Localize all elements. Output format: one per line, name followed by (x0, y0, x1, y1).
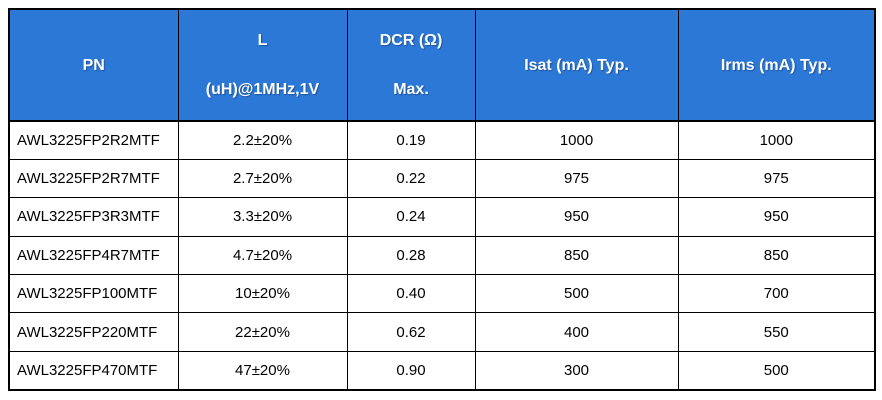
cell-irms: 1000 (677, 120, 876, 160)
table-row: AWL3225FP2R7MTF 2.7±20% 0.22 975 975 (8, 158, 876, 199)
col-header-irms-stack: Irms (mA) Typ. (679, 56, 874, 75)
cell-pn: AWL3225FP2R7MTF (8, 158, 179, 199)
cell-pn: AWL3225FP220MTF (8, 312, 179, 352)
cell-isat: 950 (474, 197, 679, 237)
cell-dcr: 0.90 (346, 350, 476, 391)
cell-dcr: 0.28 (346, 235, 476, 276)
col-header-line: (uH)@1MHz,1V (205, 81, 320, 98)
col-header-line: Max. (393, 81, 429, 98)
cell-irms: 850 (677, 235, 876, 276)
header-row: PN L (uH)@1MHz,1V DCR (Ω) Max. (8, 8, 876, 122)
table-row: AWL3225FP100MTF 10±20% 0.40 500 700 (8, 274, 876, 314)
cell-inductance: 22±20% (177, 312, 348, 352)
cell-irms: 550 (677, 312, 876, 352)
cell-irms: 500 (677, 350, 876, 391)
cell-irms: 950 (677, 197, 876, 237)
table-row: AWL3225FP3R3MTF 3.3±20% 0.24 950 950 (8, 197, 876, 237)
col-header-line: DCR (Ω) (379, 32, 443, 49)
col-header-isat: Isat (mA) Typ. (474, 8, 679, 122)
cell-inductance: 2.2±20% (177, 120, 348, 160)
col-header-isat-stack: Isat (mA) Typ. (476, 56, 677, 75)
col-header-pn-stack: PN (10, 56, 177, 75)
cell-isat: 1000 (474, 120, 679, 160)
cell-isat: 400 (474, 312, 679, 352)
cell-pn: AWL3225FP4R7MTF (8, 235, 179, 276)
inductor-spec-table: PN L (uH)@1MHz,1V DCR (Ω) Max. (8, 8, 876, 391)
cell-dcr: 0.24 (346, 197, 476, 237)
table-row: AWL3225FP470MTF 47±20% 0.90 300 500 (8, 350, 876, 391)
cell-inductance: 2.7±20% (177, 158, 348, 199)
cell-inductance: 3.3±20% (177, 197, 348, 237)
cell-isat: 975 (474, 158, 679, 199)
cell-irms: 700 (677, 274, 876, 314)
table-row: AWL3225FP4R7MTF 4.7±20% 0.28 850 850 (8, 235, 876, 276)
col-header-dcr-stack: DCR (Ω) Max. (348, 31, 474, 99)
col-header-pn: PN (8, 8, 179, 122)
col-header-irms: Irms (mA) Typ. (677, 8, 876, 122)
cell-irms: 975 (677, 158, 876, 199)
cell-inductance: 47±20% (177, 350, 348, 391)
cell-pn: AWL3225FP470MTF (8, 350, 179, 391)
cell-dcr: 0.22 (346, 158, 476, 199)
cell-inductance: 10±20% (177, 274, 348, 314)
cell-dcr: 0.40 (346, 274, 476, 314)
cell-pn: AWL3225FP100MTF (8, 274, 179, 314)
col-header-line: Irms (mA) Typ. (720, 56, 832, 74)
col-header-line: PN (82, 56, 105, 74)
cell-dcr: 0.19 (346, 120, 476, 160)
col-header-inductance-stack: L (uH)@1MHz,1V (179, 31, 346, 99)
table-row: AWL3225FP2R2MTF 2.2±20% 0.19 1000 1000 (8, 120, 876, 160)
col-header-line: Isat (mA) Typ. (524, 56, 629, 74)
cell-pn: AWL3225FP2R2MTF (8, 120, 179, 160)
cell-inductance: 4.7±20% (177, 235, 348, 276)
col-header-line: L (257, 32, 268, 49)
col-header-dcr: DCR (Ω) Max. (346, 8, 476, 122)
cell-isat: 850 (474, 235, 679, 276)
cell-isat: 500 (474, 274, 679, 314)
cell-dcr: 0.62 (346, 312, 476, 352)
cell-pn: AWL3225FP3R3MTF (8, 197, 179, 237)
col-header-inductance: L (uH)@1MHz,1V (177, 8, 348, 122)
table-row: AWL3225FP220MTF 22±20% 0.62 400 550 (8, 312, 876, 352)
cell-isat: 300 (474, 350, 679, 391)
